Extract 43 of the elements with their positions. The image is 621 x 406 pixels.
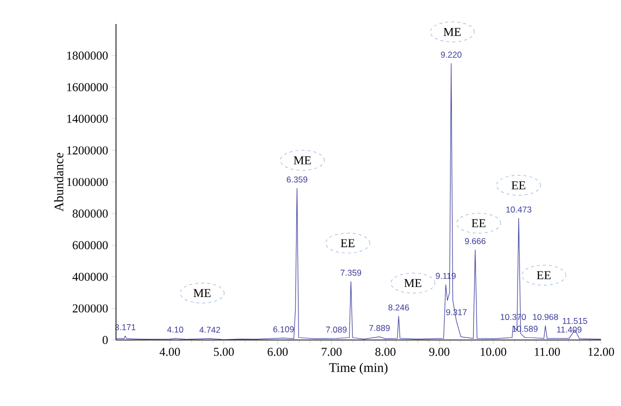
x-tick-label: 6.00 bbox=[268, 348, 288, 356]
annotation: EE bbox=[472, 219, 486, 228]
annotation: 11.515 bbox=[562, 318, 588, 324]
y-tick-label: 600000 bbox=[72, 241, 108, 250]
x-tick-label: 11.00 bbox=[534, 348, 560, 356]
annotation: 4.10 bbox=[167, 326, 184, 333]
y-tick-label: 200000 bbox=[72, 304, 108, 312]
annotation: EE bbox=[536, 271, 551, 280]
annotation: 11.409 bbox=[557, 326, 582, 333]
annotation: 8.246 bbox=[388, 304, 409, 310]
x-tick-label: 9.00 bbox=[429, 348, 450, 356]
y-tick-label: 1000000 bbox=[67, 178, 108, 186]
x-tick-label: 7.00 bbox=[322, 348, 342, 356]
y-tick-label: 1400000 bbox=[67, 114, 108, 123]
annotation: ME bbox=[194, 289, 211, 297]
y-tick-label: 800000 bbox=[72, 210, 108, 218]
x-tick-label: 12.00 bbox=[588, 348, 614, 356]
annotation: ME bbox=[294, 156, 311, 164]
x-tick-label: 5.00 bbox=[214, 348, 234, 356]
annotation: 10.968 bbox=[533, 314, 558, 320]
annotation: 9.666 bbox=[464, 238, 486, 244]
annotation: EE bbox=[512, 181, 526, 190]
annotation: 9.220 bbox=[440, 52, 462, 58]
x-tick-label: 10.00 bbox=[480, 348, 506, 356]
x-tick-label: 8.00 bbox=[375, 348, 396, 356]
annotation: 7.359 bbox=[340, 270, 362, 276]
annotation: 6.359 bbox=[286, 176, 308, 183]
annotation: 7.889 bbox=[369, 325, 390, 332]
annotation: 6.109 bbox=[273, 326, 294, 332]
y-tick-label: 0 bbox=[102, 336, 108, 344]
annotation: 7.089 bbox=[326, 326, 347, 333]
y-tick-label: 1600000 bbox=[67, 83, 108, 92]
annotation: ME bbox=[444, 28, 461, 36]
y-tick-label: 1200000 bbox=[67, 146, 108, 154]
y-axis-title: Abundance bbox=[54, 152, 64, 212]
x-axis-title: Time (min) bbox=[329, 362, 388, 375]
annotation: 4.742 bbox=[199, 326, 220, 333]
y-tick-label: 400000 bbox=[72, 272, 108, 281]
annotation: ME bbox=[404, 279, 422, 288]
x-tick-label: 4.00 bbox=[160, 348, 180, 356]
y-tick-label: 1800000 bbox=[67, 52, 108, 60]
annotation: 10.473 bbox=[506, 206, 532, 213]
annotation: EE bbox=[340, 239, 354, 248]
